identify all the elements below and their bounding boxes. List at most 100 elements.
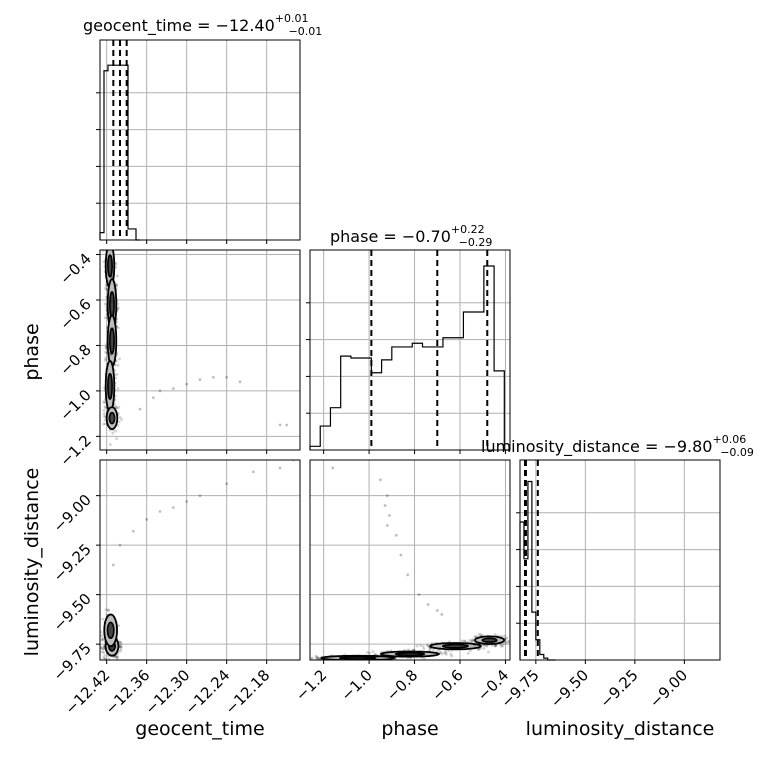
sample-point — [439, 651, 443, 655]
y-tick-label-luminosity_distance: −9.00 — [50, 491, 95, 536]
sample-point — [115, 284, 119, 288]
sample-point — [103, 418, 107, 422]
sample-point — [113, 644, 117, 648]
sample-point — [110, 299, 114, 302]
sample-point — [106, 355, 110, 359]
sample-point — [108, 310, 112, 314]
sample-point — [116, 655, 120, 659]
sample-point — [310, 657, 313, 660]
outlier-point — [251, 470, 255, 474]
outlier-point — [151, 396, 155, 400]
outlier-point — [394, 533, 398, 537]
sample-point — [115, 406, 118, 409]
sample-point — [104, 287, 107, 290]
sample-point — [116, 306, 120, 310]
sample-point — [108, 443, 112, 446]
sample-point — [470, 639, 474, 643]
histogram-luminosity_distance — [519, 480, 556, 661]
sample-point — [111, 310, 115, 314]
sample-point — [102, 422, 106, 426]
sample-point — [103, 302, 107, 306]
sample-point — [104, 608, 108, 612]
contour-inner — [107, 372, 113, 400]
sample-point — [314, 654, 318, 658]
sample-point — [372, 654, 376, 658]
sample-point — [479, 633, 483, 636]
axes-frame — [99, 39, 301, 241]
sample-point — [100, 650, 104, 654]
sample-point — [296, 657, 299, 660]
sample-point — [115, 656, 119, 660]
sample-point — [450, 654, 454, 658]
sample-point — [468, 638, 472, 642]
sample-point — [114, 655, 118, 659]
outlier-point — [198, 378, 202, 381]
sample-point — [110, 646, 114, 650]
sample-point — [421, 645, 425, 648]
sample-point — [102, 656, 106, 660]
outlier-point — [426, 603, 430, 606]
sample-point — [117, 624, 121, 628]
outlier-point — [185, 382, 189, 386]
outlier-point — [379, 478, 382, 482]
sample-point — [482, 646, 486, 650]
outlier-point — [406, 573, 410, 577]
sample-point — [117, 420, 121, 424]
sample-point — [118, 640, 122, 644]
contour-inner — [106, 621, 115, 640]
sample-point — [506, 639, 510, 643]
sample-point — [103, 654, 107, 657]
sample-point — [477, 632, 481, 636]
sample-point — [114, 660, 117, 663]
sample-point — [115, 654, 119, 658]
x-tick-label-luminosity_distance: −9.50 — [547, 666, 592, 711]
contour-inner — [107, 254, 113, 278]
sample-point — [119, 645, 123, 649]
sample-point — [103, 358, 107, 362]
sample-point — [102, 412, 106, 416]
sample-point — [376, 656, 380, 660]
sample-point — [111, 271, 115, 274]
sample-point — [110, 243, 113, 246]
sample-point — [115, 437, 118, 441]
contour-inner — [441, 643, 469, 649]
sample-point — [119, 640, 123, 644]
outlier-point — [171, 506, 175, 509]
sample-point — [104, 284, 108, 288]
sample-point — [107, 351, 111, 355]
outlier-point — [399, 553, 403, 557]
sample-point — [435, 649, 439, 653]
x-tick-label-phase: −1.2 — [292, 666, 330, 704]
outlier-point — [158, 389, 162, 393]
sample-point — [466, 651, 470, 655]
sample-point — [112, 246, 115, 249]
axes-frame — [309, 249, 511, 451]
sample-point — [102, 409, 106, 412]
sample-point — [494, 644, 498, 648]
outlier-point — [435, 609, 439, 612]
sample-point — [375, 653, 379, 657]
sample-point — [119, 648, 123, 652]
sample-point — [101, 647, 105, 651]
sample-point — [104, 350, 108, 354]
sample-point — [110, 352, 114, 356]
grid — [100, 460, 300, 660]
grid — [100, 40, 300, 240]
outlier-point — [388, 514, 391, 517]
contour-inner — [108, 411, 116, 425]
sample-point — [502, 642, 506, 645]
sample-point — [463, 639, 467, 643]
sample-point — [102, 647, 105, 651]
contour-inner — [394, 651, 426, 657]
sample-point — [463, 639, 467, 643]
title-luminosity-distance: luminosity_distance = −9.80+0.06 −0.09 — [481, 433, 754, 459]
sample-point — [493, 633, 497, 636]
outlier-point — [440, 613, 444, 616]
sample-point — [504, 641, 508, 645]
sample-point — [102, 651, 106, 654]
outlier-point — [331, 466, 335, 470]
sample-point — [118, 357, 121, 361]
sample-point — [111, 431, 115, 435]
sample-point — [474, 635, 478, 638]
contour-inner — [481, 637, 498, 643]
